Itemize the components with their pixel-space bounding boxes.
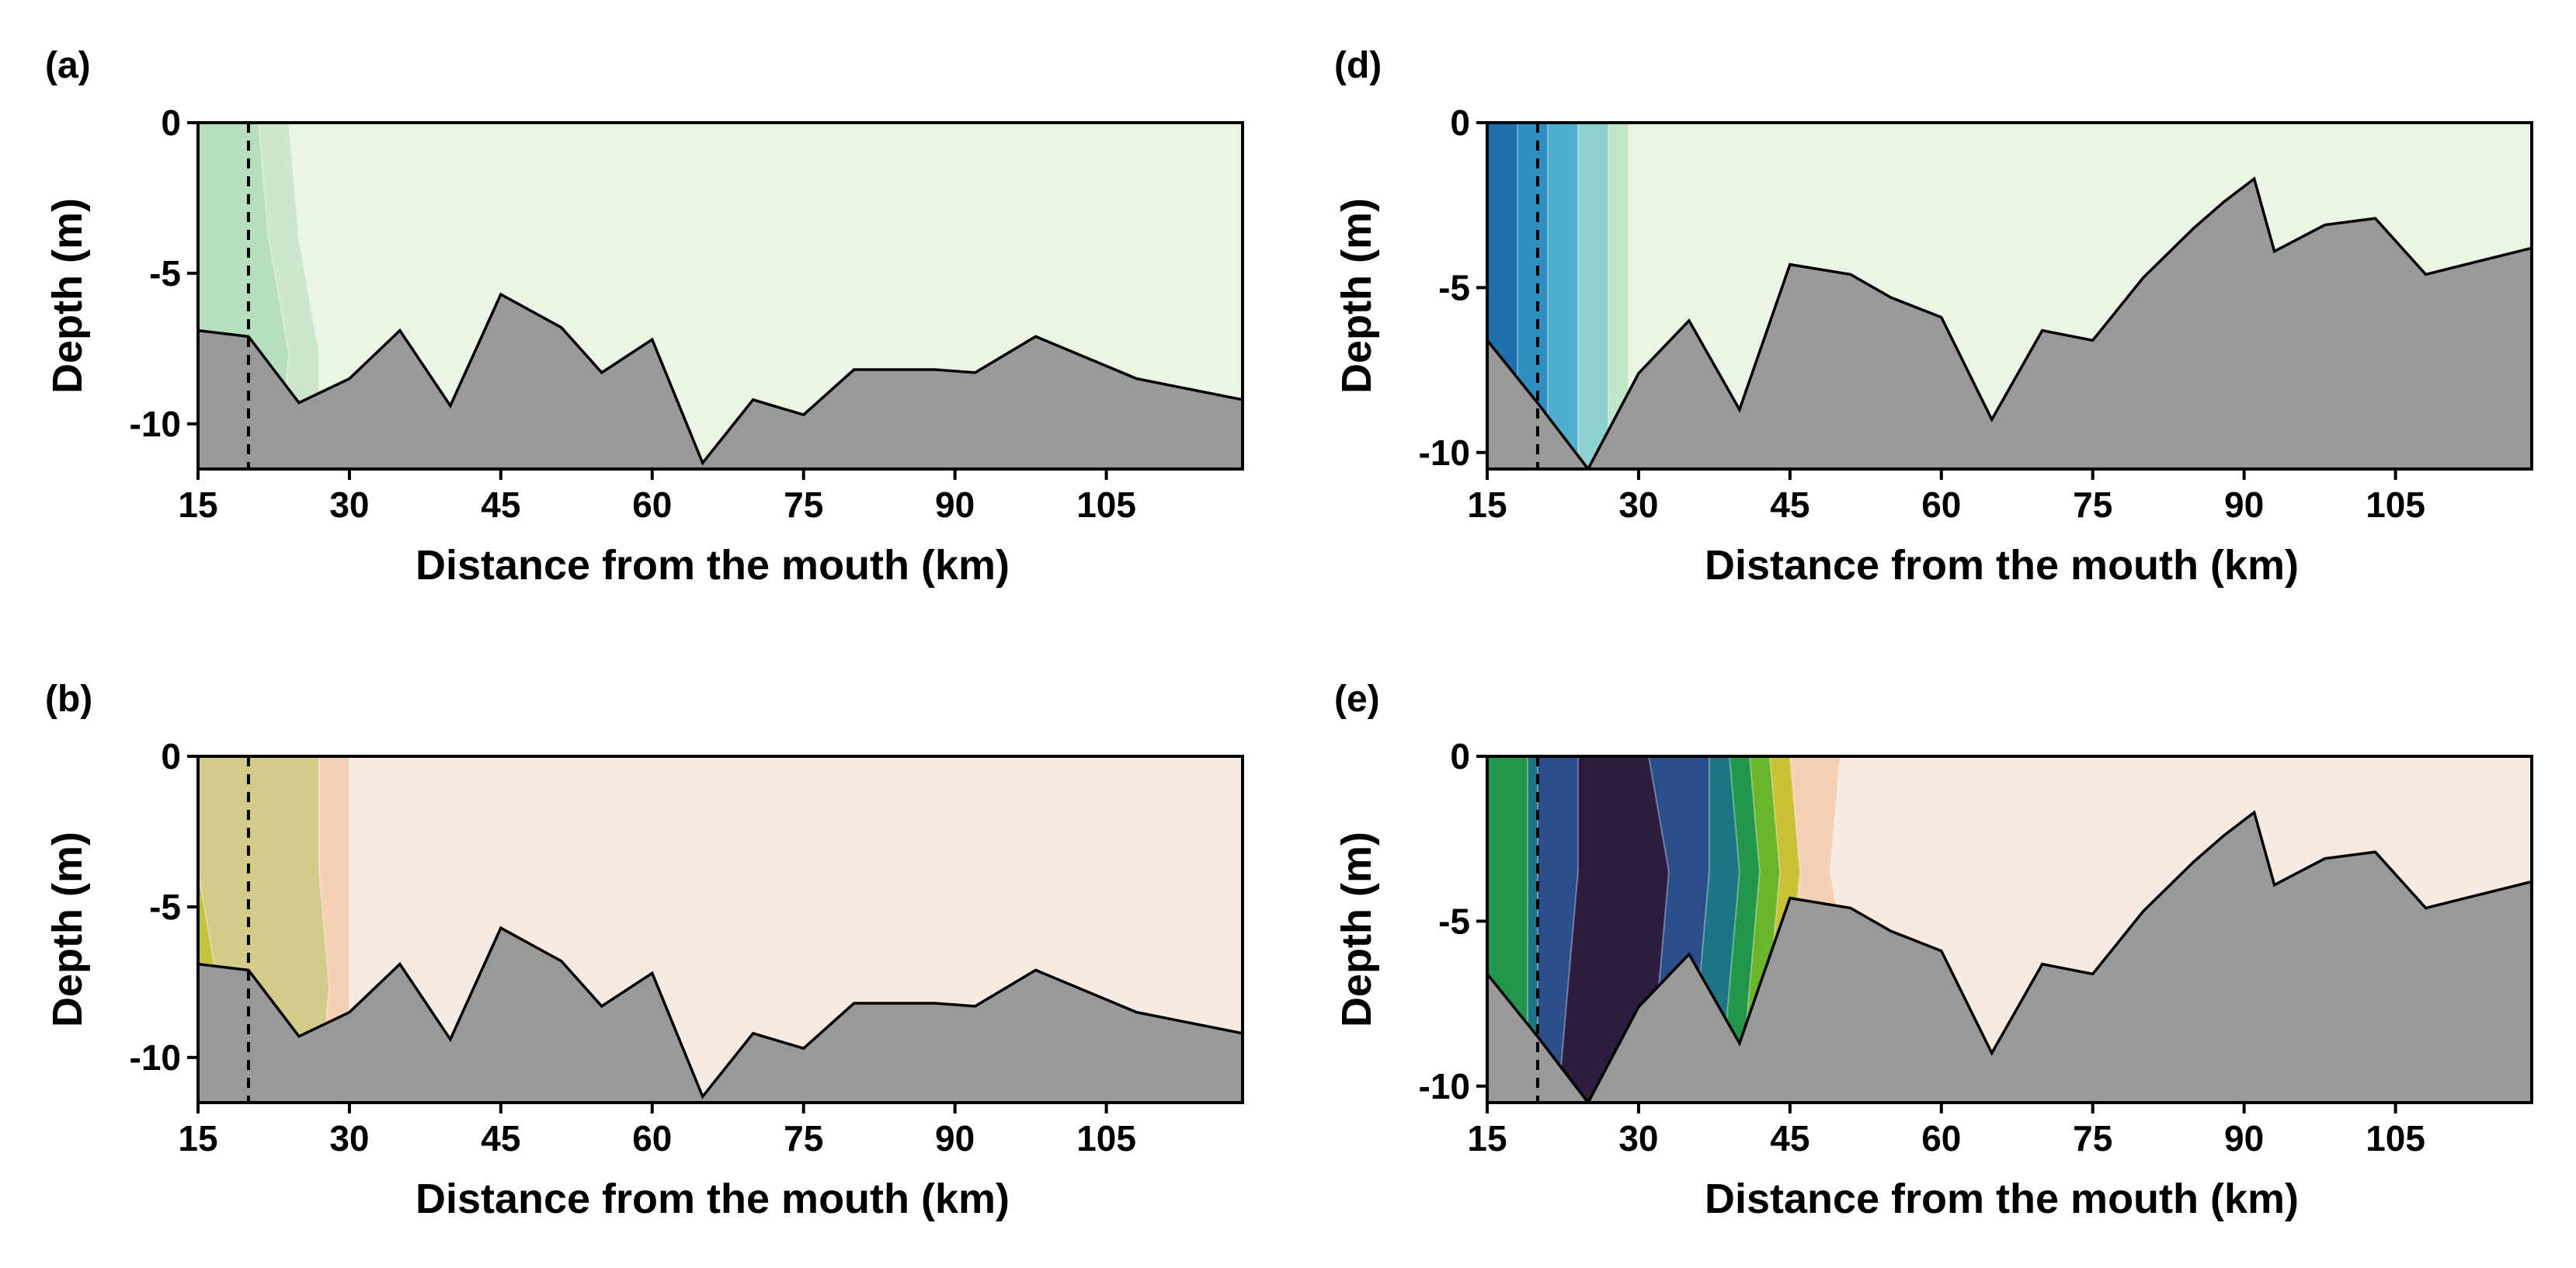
chart-d: 15 30 45 60 75 90 105 0 -5 -10 Distance from the m… <box>1333 45 2533 589</box>
x-tick-label: 75 <box>2073 1118 2112 1159</box>
y-axis-title: Depth (m) <box>1333 198 1380 394</box>
x-tick-label: 105 <box>2366 1118 2425 1159</box>
y-axis-title: Depth (m) <box>1333 832 1380 1027</box>
x-tick-label: 60 <box>632 485 672 525</box>
riverbed-line <box>198 926 1243 1100</box>
riverbed-line <box>198 292 1243 466</box>
plot-area <box>198 123 1243 469</box>
panel-e: 15 30 45 60 75 90 105 0 -5 -10 Distance from the m… <box>1289 634 2576 1267</box>
x-tick-label: 15 <box>1467 1118 1507 1159</box>
y-tick-label: -5 <box>1438 901 1470 941</box>
y-tick-label: 0 <box>161 736 181 776</box>
y-tick-label: 0 <box>161 102 181 143</box>
chart-a: 15 30 45 60 75 90 105 0 -5 -10 Distance from the m… <box>44 45 1244 589</box>
x-tick-label: 60 <box>1921 1118 1961 1159</box>
x-tick-label: 90 <box>2224 1118 2264 1159</box>
y-tick-label: -10 <box>130 1037 181 1078</box>
x-tick-label: 105 <box>1076 485 1136 525</box>
panel-label: (d) <box>1334 45 1382 86</box>
x-tick-label: 30 <box>329 1118 369 1159</box>
x-tick-label: 60 <box>632 1118 672 1159</box>
panel-label: (e) <box>1334 679 1380 720</box>
plot-area <box>1487 123 2532 469</box>
panel-label: (b) <box>45 679 92 720</box>
panel-label: (a) <box>45 45 91 86</box>
panel-a: 15 30 45 60 75 90 105 0 -5 -10 Distance from the m… <box>0 0 1289 634</box>
riverbed-fill <box>1487 812 2532 1103</box>
riverbed-fill <box>198 928 1243 1103</box>
x-tick-label: 90 <box>935 1118 975 1159</box>
chart-b: 15 30 45 60 75 90 105 0 -5 -10 Distance from the m… <box>44 679 1244 1222</box>
plot-frame <box>196 121 1244 471</box>
x-tick-label: 75 <box>784 1118 823 1159</box>
x-tick-label: 15 <box>1467 485 1507 525</box>
x-tick-label: 60 <box>1921 485 1961 525</box>
x-tick-label: 45 <box>1770 485 1809 525</box>
x-tick-label: 75 <box>2073 485 2112 525</box>
riverbed-line <box>1487 810 2532 1103</box>
chart-e: 15 30 45 60 75 90 105 0 -5 -10 Distance from the m… <box>1333 679 2533 1222</box>
y-axis-title: Depth (m) <box>44 832 91 1027</box>
x-tick-label: 90 <box>2224 485 2264 525</box>
x-tick-label: 105 <box>2366 485 2425 525</box>
y-tick-label: 0 <box>1450 102 1470 143</box>
y-tick-label: 0 <box>1450 736 1470 776</box>
plot-area <box>1487 756 2532 1103</box>
x-tick-label: 15 <box>178 1118 217 1159</box>
x-tick-label: 45 <box>1770 1118 1809 1159</box>
x-axis-title: Distance from the mouth (km) <box>1705 1176 2299 1222</box>
y-tick-label: -5 <box>149 253 181 294</box>
panel-b: 15 30 45 60 75 90 105 0 -5 -10 Distance from the m… <box>0 634 1289 1267</box>
plot-area <box>198 756 1243 1103</box>
x-tick-label: 45 <box>481 1118 520 1159</box>
plot-frame <box>1486 121 2533 471</box>
x-tick-label: 45 <box>481 485 520 525</box>
riverbed-line <box>1487 176 2532 469</box>
y-tick-label: -10 <box>1419 433 1470 473</box>
x-axis-title: Distance from the mouth (km) <box>415 542 1010 589</box>
y-axis-title: Depth (m) <box>44 198 91 394</box>
x-tick-label: 105 <box>1076 1118 1136 1159</box>
y-tick-label: -10 <box>130 404 181 444</box>
y-tick-label: -10 <box>1419 1066 1470 1106</box>
riverbed-fill <box>198 294 1243 469</box>
x-tick-label: 90 <box>935 485 975 525</box>
plot-frame <box>196 755 1244 1104</box>
y-tick-label: -5 <box>149 887 181 927</box>
riverbed-fill <box>1487 179 2532 469</box>
x-axis-title: Distance from the mouth (km) <box>415 1176 1010 1222</box>
x-axis-title: Distance from the mouth (km) <box>1705 542 2299 589</box>
plot-frame <box>1486 755 2533 1104</box>
x-tick-label: 30 <box>1618 1118 1658 1159</box>
x-tick-label: 15 <box>178 485 217 525</box>
y-tick-label: -5 <box>1438 267 1470 307</box>
x-tick-label: 30 <box>1618 485 1658 525</box>
x-tick-label: 30 <box>329 485 369 525</box>
x-tick-label: 75 <box>784 485 823 525</box>
panel-d: 15 30 45 60 75 90 105 0 -5 -10 Distance from the m… <box>1289 0 2576 634</box>
